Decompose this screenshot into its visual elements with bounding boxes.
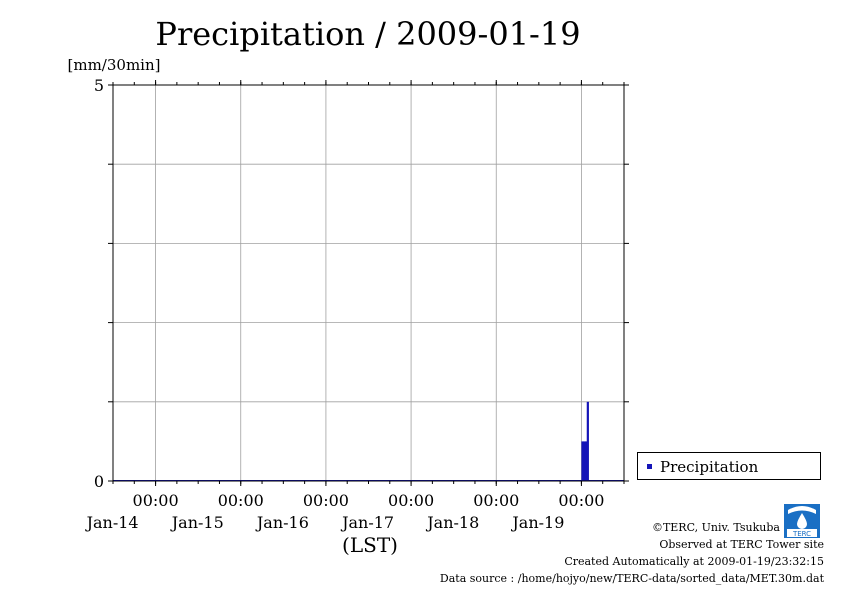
precipitation-bar	[586, 401, 589, 481]
x-tick-date-label: Jan-17	[340, 513, 394, 532]
precipitation-bar	[583, 441, 586, 481]
legend-label: Precipitation	[660, 458, 759, 476]
y-axis-label: [mm/30min]	[68, 56, 161, 74]
x-tick-date-label: Jan-18	[425, 513, 479, 532]
y-tick-label: 5	[94, 76, 104, 95]
x-ticks: 00:00 Jan-14 00:00 Jan-15 00:00 Jan-16 00:00 Ja…	[85, 80, 625, 532]
legend: Precipitation	[637, 452, 821, 480]
terc-logo: TERC	[784, 504, 820, 538]
x-tick-time-label: 00:00	[303, 491, 349, 510]
x-tick-time-label: 00:00	[558, 491, 604, 510]
x-tick-date-label: Jan-19	[510, 513, 564, 532]
footer-credit: ©TERC, Univ. Tsukuba	[651, 521, 780, 534]
footer-created: Created Automatically at 2009-01-19/23:3…	[564, 555, 824, 568]
grid-lines	[113, 85, 624, 481]
footer-site: Observed at TERC Tower site	[659, 538, 824, 551]
legend-swatch	[647, 464, 652, 469]
precipitation-bar	[581, 441, 584, 481]
plot-area	[113, 85, 624, 481]
logo-text: TERC	[792, 530, 811, 538]
chart-title: Precipitation / 2009-01-19	[155, 15, 580, 53]
x-axis-label: (LST)	[342, 533, 398, 557]
x-tick-time-label: 00:00	[388, 491, 434, 510]
precipitation-bar	[584, 441, 588, 481]
x-tick-time-label: 00:00	[133, 491, 179, 510]
footer-source: Data source : /home/hojyo/new/TERC-data/…	[439, 572, 824, 585]
x-tick-date-label: Jan-15	[170, 513, 224, 532]
x-tick-date-label: Jan-14	[85, 513, 139, 532]
y-ticks: 05	[94, 76, 629, 491]
x-tick-time-label: 00:00	[218, 491, 264, 510]
x-tick-time-label: 00:00	[473, 491, 519, 510]
y-tick-label: 0	[94, 472, 104, 491]
x-tick-date-label: Jan-16	[255, 513, 309, 532]
